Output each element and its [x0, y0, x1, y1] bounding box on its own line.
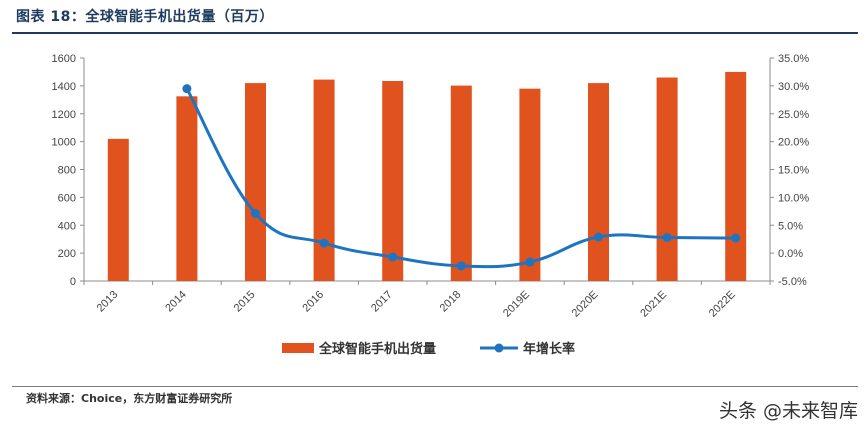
plot-area: 0 200 400 600 800 1000 1200 1400 1600 -5.0% 0.0% 5.… [52, 53, 810, 320]
left-tick-label: 1400 [52, 81, 76, 93]
bar-2021E [656, 77, 678, 281]
left-tick-label: 1200 [52, 109, 76, 121]
bar-2014 [176, 96, 198, 281]
x-tick-label: 2019E [501, 289, 532, 320]
footer-divider [12, 386, 858, 387]
left-tick-label: 400 [58, 220, 76, 232]
legend-bar-label: 全球智能手机出货量 [318, 341, 436, 357]
chart-title: 图表 18：全球智能手机出货量（百万） [16, 9, 274, 25]
growth-point-2015 [251, 209, 260, 219]
x-tick-label: 2015 [232, 289, 258, 315]
title-divider [12, 32, 858, 34]
growth-point-2019E [525, 257, 535, 267]
bar-2016 [313, 79, 335, 282]
bar-2018 [450, 85, 472, 281]
growth-point-2020E [594, 232, 603, 242]
bar-2022E [725, 71, 747, 281]
left-tick-label: 600 [58, 192, 76, 204]
x-tick-label: 2022E [707, 289, 738, 320]
growth-point-2021E [662, 233, 672, 243]
right-tick-label: 35.0% [778, 53, 809, 65]
x-tick-label: 2016 [300, 289, 326, 315]
right-tick-label: 20.0% [778, 137, 809, 149]
x-tick-label: 2014 [163, 289, 189, 315]
x-tick-label: 2021E [638, 289, 669, 320]
right-tick-label: -5.0% [778, 276, 807, 288]
x-tick-label: 2017 [369, 289, 395, 315]
right-tick-label: 10.0% [778, 192, 809, 204]
smartphone-shipments-chart: 0 200 400 600 800 1000 1200 1400 1600 -5.0% 0.0% 5.… [52, 53, 810, 357]
watermark: 头条 @未来智库 [718, 400, 858, 422]
growth-point-2016 [319, 238, 329, 248]
right-tick-label: 25.0% [778, 109, 809, 121]
x-tick-label: 2020E [570, 289, 601, 320]
bar-2013 [107, 138, 129, 281]
bar-2015 [245, 83, 266, 282]
bar-2017 [382, 80, 404, 281]
left-tick-label: 800 [58, 165, 76, 177]
growth-point-2014 [182, 84, 192, 94]
x-tick-label: 2018 [438, 289, 464, 315]
left-tick-label: 0 [70, 276, 76, 288]
source-note: 资料来源：Choice，东方财富证券研究所 [26, 392, 233, 405]
right-tick-label: 0.0% [778, 248, 803, 260]
bar-2019E [519, 88, 541, 281]
legend-line-marker [494, 343, 504, 353]
left-tick-label: 1600 [52, 53, 76, 65]
left-tick-label: 1000 [52, 137, 76, 149]
growth-point-2017 [388, 252, 398, 262]
right-tick-label: 15.0% [778, 165, 809, 177]
legend-line-label: 年增长率 [523, 341, 575, 357]
x-tick-label: 2013 [95, 289, 121, 315]
growth-point-2018 [456, 261, 466, 271]
right-tick-label: 30.0% [778, 81, 809, 93]
legend-bar-swatch [282, 343, 314, 353]
left-tick-label: 200 [58, 248, 76, 260]
chart-legend: 全球智能手机出货量 年增长率 [282, 341, 575, 357]
right-tick-label: 5.0% [778, 220, 803, 232]
growth-point-2022E [731, 233, 741, 243]
bar-2020E [588, 83, 609, 282]
